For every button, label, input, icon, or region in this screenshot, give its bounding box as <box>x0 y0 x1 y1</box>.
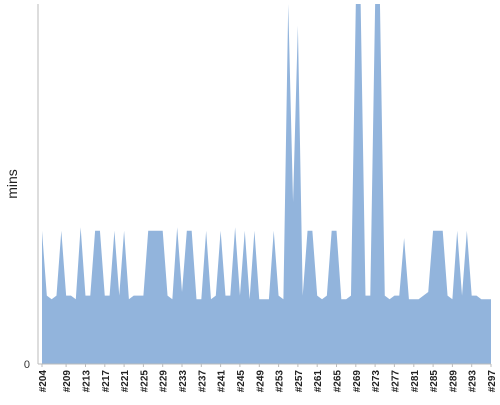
x-tick-label: #261 <box>313 370 324 393</box>
x-tick-label: #297 <box>487 370 498 393</box>
x-tick-label: #273 <box>371 370 382 393</box>
axes-layer <box>37 4 491 365</box>
x-tick-label: #233 <box>178 370 189 393</box>
x-tick-label: #289 <box>448 370 459 393</box>
x-tick-label: #281 <box>410 370 421 393</box>
x-tick-label: #293 <box>468 370 479 393</box>
y-tick-label: 0 <box>24 359 30 371</box>
x-tick-label: #241 <box>217 370 228 393</box>
x-tick-label: #245 <box>236 370 247 393</box>
x-tick-label: #217 <box>101 370 112 393</box>
x-tick-label: #249 <box>255 370 266 393</box>
x-tick-label: #285 <box>429 370 440 393</box>
x-tick-label: #221 <box>120 370 131 393</box>
x-tick-label: #265 <box>333 370 344 393</box>
x-tick-label: #229 <box>159 370 170 393</box>
x-tick-label: #253 <box>275 370 286 393</box>
x-tick-label: #209 <box>62 370 73 393</box>
x-tick-label: #257 <box>294 370 305 393</box>
area-layer <box>42 4 491 364</box>
y-axis-title: mins <box>4 169 20 199</box>
y-tick-labels: 0 <box>24 359 30 371</box>
x-tick-label: #204 <box>38 370 49 393</box>
area-series <box>42 4 491 364</box>
x-tick-label: #213 <box>82 370 93 393</box>
x-tick-label: #277 <box>390 370 401 393</box>
x-tick-label: #269 <box>352 370 363 393</box>
x-tick-label: #237 <box>197 370 208 393</box>
x-tick-labels: #204 #209 #213 #217 #221 #225 #229 #233 #237 #241… <box>38 364 498 392</box>
x-tick-label: #225 <box>139 370 150 393</box>
